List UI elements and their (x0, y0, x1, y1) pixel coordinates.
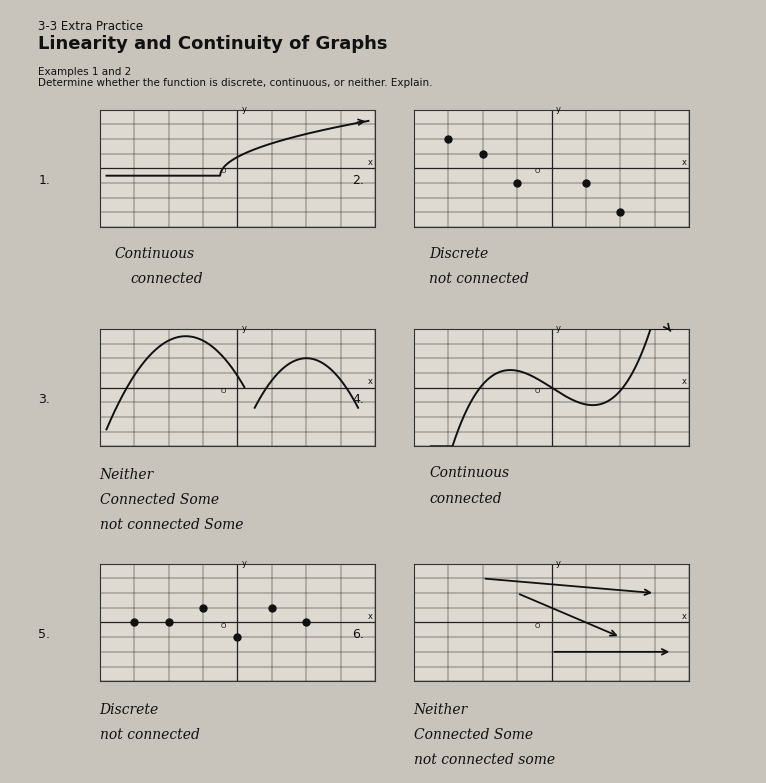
Text: y: y (556, 559, 561, 568)
Text: Continuous: Continuous (115, 247, 195, 261)
Text: O: O (535, 168, 541, 175)
Text: x: x (682, 377, 687, 386)
Text: Neither: Neither (414, 703, 468, 717)
Text: 2.: 2. (352, 174, 365, 186)
Text: Continuous: Continuous (429, 466, 509, 480)
Text: x: x (682, 157, 687, 167)
Text: Determine whether the function is discrete, continuous, or neither. Explain.: Determine whether the function is discre… (38, 78, 433, 88)
Text: x: x (368, 157, 373, 167)
Text: 1.: 1. (38, 174, 51, 186)
Text: x: x (368, 612, 373, 621)
Text: 3-3 Extra Practice: 3-3 Extra Practice (38, 20, 143, 33)
Text: y: y (242, 105, 247, 114)
Text: not connected: not connected (100, 728, 199, 742)
Text: O: O (221, 168, 227, 175)
Text: not connected some: not connected some (414, 753, 555, 767)
Text: Discrete: Discrete (100, 703, 159, 717)
Text: Examples 1 and 2: Examples 1 and 2 (38, 67, 132, 77)
Text: O: O (221, 622, 227, 629)
Text: Connected Some: Connected Some (414, 728, 533, 742)
Text: x: x (682, 612, 687, 621)
Text: x: x (368, 377, 373, 386)
Text: not connected Some: not connected Some (100, 518, 243, 532)
Text: O: O (535, 388, 541, 394)
Text: connected: connected (429, 492, 502, 506)
Text: Discrete: Discrete (429, 247, 488, 261)
Text: 6.: 6. (352, 628, 365, 640)
Text: 5.: 5. (38, 628, 51, 640)
Text: y: y (242, 324, 247, 333)
Text: O: O (221, 388, 227, 394)
Text: y: y (556, 324, 561, 333)
Text: Connected Some: Connected Some (100, 493, 219, 507)
Text: y: y (556, 105, 561, 114)
Text: connected: connected (130, 272, 203, 287)
Text: 4.: 4. (352, 393, 365, 406)
Text: Neither: Neither (100, 468, 154, 482)
Text: O: O (535, 622, 541, 629)
Text: 3.: 3. (38, 393, 51, 406)
Text: Linearity and Continuity of Graphs: Linearity and Continuity of Graphs (38, 35, 388, 53)
Text: not connected: not connected (429, 272, 529, 287)
Text: y: y (242, 559, 247, 568)
